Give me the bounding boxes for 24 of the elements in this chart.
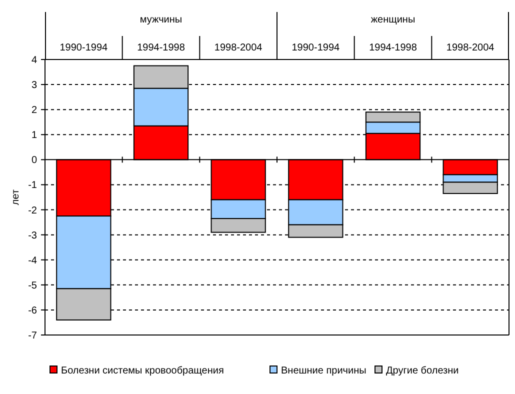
- y-tick-label: -3: [28, 230, 38, 242]
- y-tick-label: -2: [28, 205, 38, 216]
- x-tick-label: 1990-1994: [60, 42, 108, 54]
- y-tick-label: -4: [28, 255, 38, 266]
- y-tick-label: -5: [28, 280, 38, 292]
- x-tick-label: 1998-2004: [214, 42, 263, 54]
- y-tick-label: 4: [31, 55, 38, 66]
- legend-label: Болезни системы кровообращения: [61, 366, 224, 376]
- legend-label: Другие болезни: [386, 366, 459, 376]
- y-axis-title: лет: [10, 189, 22, 206]
- text: мужчины: [140, 14, 182, 26]
- y-tick-label: -6: [28, 305, 38, 316]
- x-tick-label: 1998-2004: [446, 42, 495, 54]
- y-tick-label: -1: [28, 180, 38, 192]
- y-tick-label: 0: [31, 155, 38, 166]
- y-tick-label: -7: [28, 330, 38, 342]
- legend-label: Внешние причины: [281, 366, 366, 376]
- x-tick-label: 1994-1998: [369, 42, 418, 54]
- y-tick-label: 1: [31, 130, 38, 142]
- x-tick-label: 1990-1994: [292, 42, 340, 54]
- x-tick-label: 1994-1998: [137, 42, 186, 54]
- y-tick-label: 2: [31, 105, 38, 116]
- y-tick-label: 3: [31, 80, 38, 92]
- text: женщины: [370, 14, 416, 26]
